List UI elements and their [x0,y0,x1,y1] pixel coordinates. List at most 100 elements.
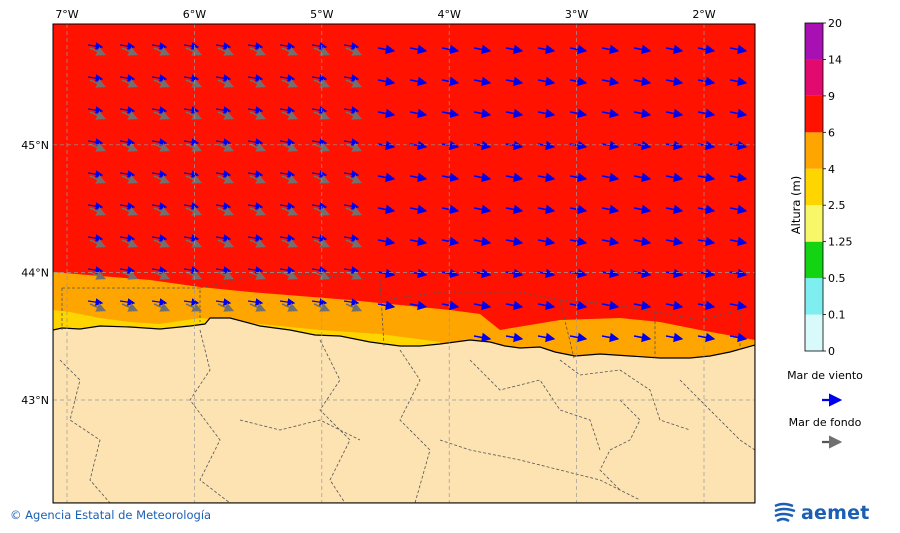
wind-sea-arrow [697,108,716,119]
wind-sea-arrow [473,172,492,183]
wind-sea-arrow [343,42,360,50]
wind-sea-arrow [537,236,556,247]
swell-arrow [121,302,139,312]
swell-arrow [281,302,299,312]
colorbar-segment [805,278,823,315]
colorbar-segment [805,95,823,133]
wind-sea-arrow [215,106,232,114]
colorbar-segment [805,23,823,60]
colorbar-tick-label: 1.25 [828,236,853,249]
swell-arrow [185,78,203,88]
swell-arrow [217,206,235,216]
wind-sea-arrow [151,170,168,178]
wind-sea-arrow [119,138,136,146]
swell-arrow [313,78,331,88]
swell-arrow [121,270,139,280]
wind-sea-arrow [505,44,524,55]
wind-sea-arrow [473,236,492,247]
swell-arrow [345,206,363,216]
swell-arrow [185,302,203,312]
wind-sea-arrow [119,74,136,82]
wind-sea-arrow [505,332,524,343]
swell-arrow [185,270,203,280]
wind-sea-arrow [247,266,264,274]
wind-sea-arrow [247,42,264,50]
longitude-labels: 7°W 6°W 5°W 4°W 3°W 2°W [55,8,715,21]
wind-sea-arrow [409,172,428,183]
wind-sea-arrow [377,172,396,183]
wind-sea-arrow [183,266,200,274]
wind-sea-arrow [151,42,168,50]
swell-arrow [217,174,235,184]
wind-sea-arrow [473,44,492,55]
wind-sea-arrow [729,108,748,119]
wind-sea-arrow [537,300,556,311]
wind-sea-arrow [279,234,296,242]
wind-sea-arrow [601,236,620,247]
wind-sea-arrow [215,234,232,242]
wind-sea-arrow [409,44,428,55]
latitude-label: 43°N [21,394,49,407]
swell-arrow [345,46,363,56]
wind-sea-arrow [279,106,296,114]
wind-sea-arrow [409,204,428,215]
swell-arrow [345,270,363,280]
swell-arrow [89,142,107,152]
admin-borders [59,329,755,503]
wind-sea-arrow [601,332,620,343]
wind-sea-arrow [697,300,716,311]
wind-sea-arrow [377,236,396,247]
wind-sea-arrow [729,172,748,183]
swell-arrow [217,46,235,56]
swell-arrow [249,174,267,184]
swell-arrow [345,78,363,88]
wind-sea-arrow [665,204,684,215]
wind-sea-arrow [697,76,716,87]
wind-sea-arrow [377,76,396,87]
latitude-labels: 45°N 44°N 43°N [21,139,49,407]
wind-sea-arrow [87,266,104,274]
swell-arrow [121,206,139,216]
swell-arrow [281,270,299,280]
wind-sea-arrow [665,140,684,151]
swell-arrow [153,78,171,88]
map-area [53,24,755,503]
wind-sea-arrow [247,138,264,146]
copyright-credit: © Agencia Estatal de Meteorología [10,508,212,522]
wind-sea-arrow [119,202,136,210]
wind-sea-arrow [343,138,360,146]
colorbar-frame [804,22,824,352]
aemet-logo-text: aemet [801,502,870,524]
swell-arrow [89,206,107,216]
colorbar-segment [805,168,823,206]
wind-sea-arrow [729,44,748,55]
swell-arrow [153,302,171,312]
wind-sea-arrow [569,300,588,311]
wind-sea-arrow [569,108,588,119]
swell-arrow [345,174,363,184]
wind-sea-arrow [665,300,684,311]
wind-sea-arrow [183,74,200,82]
swell-arrow [89,174,107,184]
colorbar-tick-label: 4 [828,163,835,176]
wind-sea-arrow [311,74,328,82]
wind-sea-arrow [729,332,748,343]
swell-arrow [313,270,331,280]
wind-sea-arrow [311,298,328,306]
wind-sea-arrow [633,108,652,119]
wind-sea-arrow [311,138,328,146]
wind-sea-arrow [601,300,620,311]
wind-sea-arrow [665,332,684,343]
wind-sea-arrow [441,76,460,87]
aemet-logo-icon [774,502,796,523]
map-frame [52,23,756,504]
wind-sea-arrow [377,204,396,215]
wind-sea-arrow [119,266,136,274]
wind-sea-arrow [215,298,232,306]
wind-sea-arrow [183,170,200,178]
wind-sea-arrow [729,300,748,311]
swell-arrow [121,174,139,184]
swell-arrow [281,46,299,56]
aemet-logo: aemet [773,500,869,526]
wind-sea-arrow [601,268,620,279]
